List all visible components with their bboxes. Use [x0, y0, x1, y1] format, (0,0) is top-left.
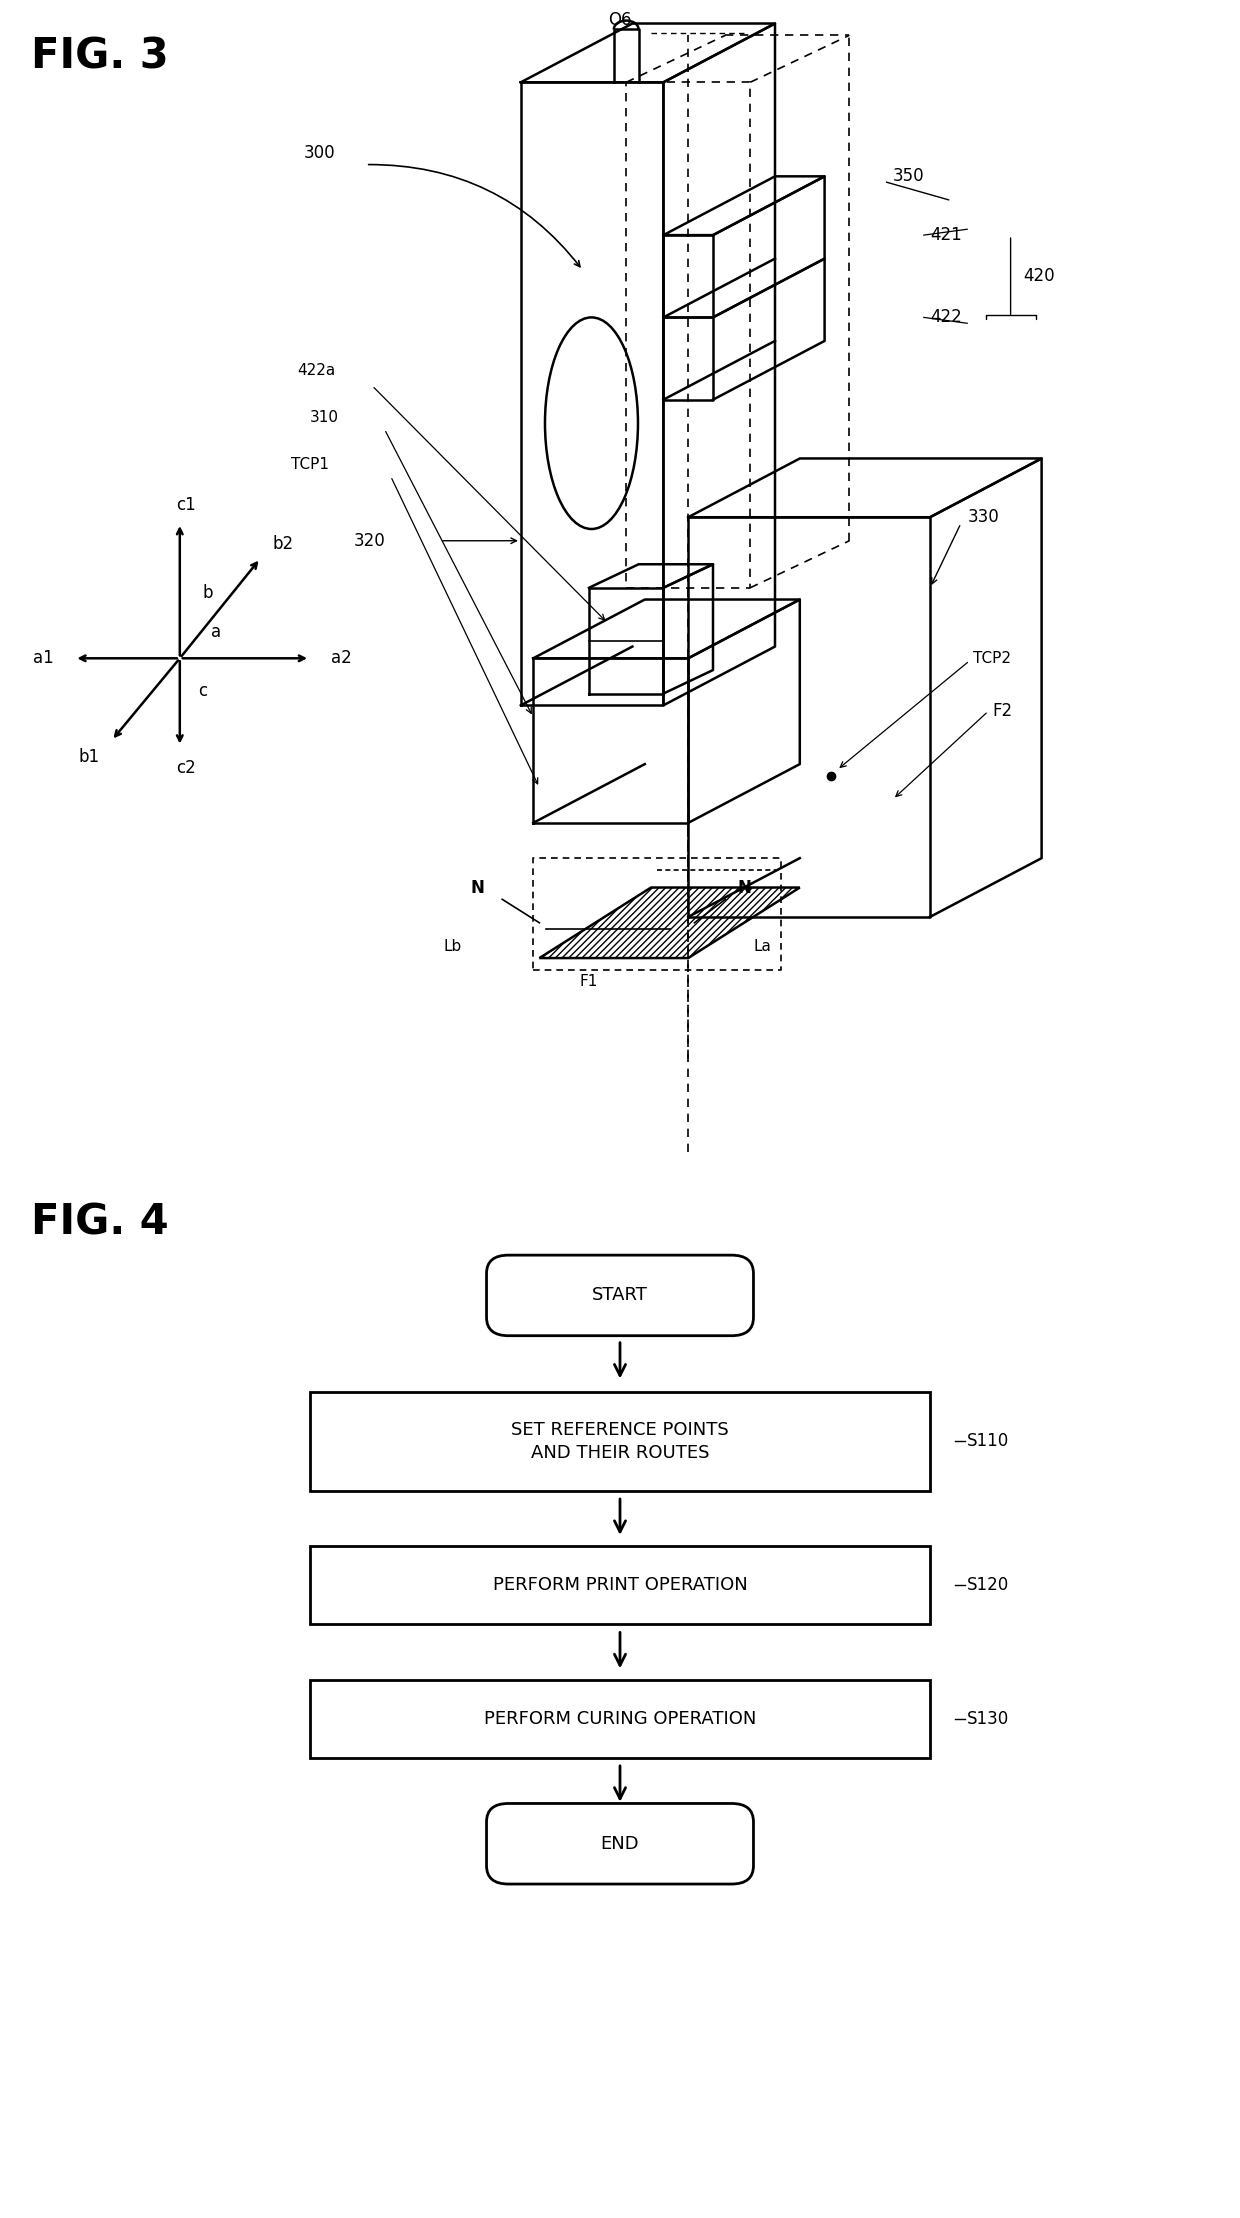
Text: TCP2: TCP2	[973, 650, 1012, 665]
Text: b1: b1	[78, 747, 100, 765]
Text: SET REFERENCE POINTS
AND THEIR ROUTES: SET REFERENCE POINTS AND THEIR ROUTES	[511, 1420, 729, 1462]
Text: FIG. 4: FIG. 4	[31, 1202, 169, 1244]
Text: b2: b2	[272, 535, 294, 552]
Text: c1: c1	[176, 497, 196, 515]
Text: N: N	[737, 878, 751, 896]
Text: a: a	[211, 623, 221, 641]
Text: 421: 421	[930, 226, 962, 244]
Polygon shape	[539, 887, 800, 958]
Text: 320: 320	[353, 532, 386, 550]
Text: S110: S110	[967, 1433, 1009, 1451]
Text: END: END	[600, 1834, 640, 1852]
Text: 350: 350	[893, 166, 925, 186]
Text: PERFORM PRINT OPERATION: PERFORM PRINT OPERATION	[492, 1577, 748, 1595]
Text: START: START	[591, 1286, 649, 1304]
Text: a1: a1	[33, 650, 53, 668]
Text: 422a: 422a	[298, 364, 336, 377]
Text: c2: c2	[176, 759, 196, 776]
Text: TCP1: TCP1	[291, 457, 330, 472]
Text: PERFORM CURING OPERATION: PERFORM CURING OPERATION	[484, 1710, 756, 1728]
Text: Lb: Lb	[444, 938, 461, 954]
Bar	[310, 1546, 930, 1624]
Text: a2: a2	[331, 650, 351, 668]
Text: F1: F1	[580, 974, 598, 989]
Text: 330: 330	[967, 508, 999, 526]
Text: b: b	[202, 583, 212, 601]
Text: 310: 310	[310, 410, 339, 426]
Text: La: La	[754, 938, 771, 954]
Text: F2: F2	[992, 703, 1012, 721]
Text: S130: S130	[967, 1710, 1009, 1728]
Text: N: N	[470, 878, 485, 896]
Text: c: c	[198, 681, 207, 701]
Text: S120: S120	[967, 1577, 1009, 1595]
Bar	[310, 1679, 930, 1757]
Text: O6: O6	[609, 11, 631, 29]
Text: 420: 420	[1023, 266, 1055, 286]
Text: FIG. 3: FIG. 3	[31, 35, 169, 78]
Bar	[310, 1393, 930, 1490]
Text: 300: 300	[304, 144, 336, 162]
Text: 422: 422	[930, 308, 962, 326]
